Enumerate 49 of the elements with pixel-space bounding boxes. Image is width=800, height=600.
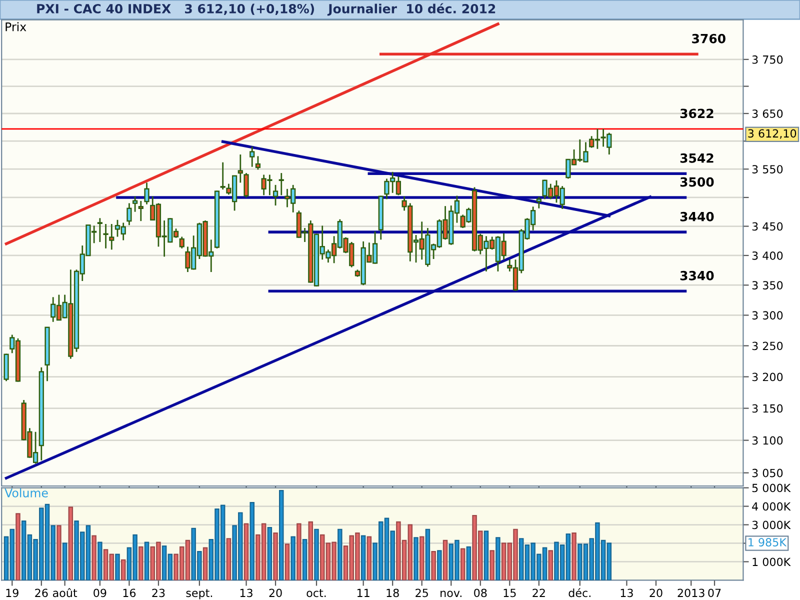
x-tick-label: 08: [474, 588, 487, 598]
y-tick-label: 3 300: [752, 311, 783, 320]
x-tick-label: déc.: [568, 588, 590, 598]
text: 3 612,10: [748, 129, 796, 139]
x-tick-label: 22: [532, 588, 545, 597]
series-label: 3542: [680, 153, 714, 163]
x-tick-label: 15: [504, 588, 516, 598]
x-tick-label: 07: [708, 588, 721, 598]
x-tick-label: 2013: [678, 588, 704, 598]
y-tick-label: 3 000K: [752, 520, 791, 530]
x-tick-label: nov.: [440, 590, 462, 598]
text: 1 985K: [748, 538, 787, 546]
series-label: 3500: [680, 177, 714, 187]
x-tick-label: 23: [152, 588, 165, 598]
y-tick-label: 1 000K: [752, 558, 791, 566]
y-axis-title: Prix: [6, 22, 26, 32]
y-tick-label: 3 050: [752, 468, 783, 478]
y-axis-title: Volume: [4, 488, 48, 498]
x-tick-label: 20: [650, 588, 662, 598]
x-tick-label: 25: [416, 588, 428, 598]
x-tick-label: 19: [6, 588, 18, 598]
series-label: 3760: [692, 34, 726, 44]
y-tick-label: 3 550: [752, 165, 783, 174]
y-tick-label: 3 750: [752, 55, 783, 64]
x-tick-label: 20: [269, 588, 282, 598]
y-tick-label: 3 150: [752, 404, 783, 413]
series-label: 3440: [680, 212, 714, 222]
x-tick-label: 18: [386, 588, 399, 598]
x-tick-label: sept.: [186, 589, 212, 600]
x-tick-label: 16: [123, 588, 136, 598]
y-tick-label: 4 000K: [752, 502, 791, 511]
x-tick-label: août: [52, 588, 78, 598]
x-tick-label: 26: [35, 588, 48, 598]
x-tick-label: 13: [620, 588, 633, 598]
y-tick-label: 3 100: [752, 436, 783, 445]
series-label: 3340: [680, 270, 714, 280]
y-tick-label: 3 250: [752, 342, 783, 350]
y-tick-label: 5 000K: [752, 484, 791, 492]
y-tick-label: 3 650: [752, 109, 783, 118]
x-tick-label: 13: [240, 588, 252, 598]
y-tick-label: 3 400: [752, 251, 783, 260]
y-tick-label: 3 200: [752, 372, 783, 382]
y-tick-label: 3 350: [752, 281, 783, 290]
chart-title: PXI - CAC 40 INDEX 3 612,10 (+0,18%) Journalier 10 déc. 2012: [37, 3, 496, 16]
x-tick-label: 11: [357, 588, 370, 597]
x-tick-label: 09: [94, 588, 106, 598]
x-tick-label: oct.: [306, 589, 326, 598]
y-tick-label: 3 450: [752, 222, 783, 231]
ref-line-label: 3622: [680, 108, 714, 118]
